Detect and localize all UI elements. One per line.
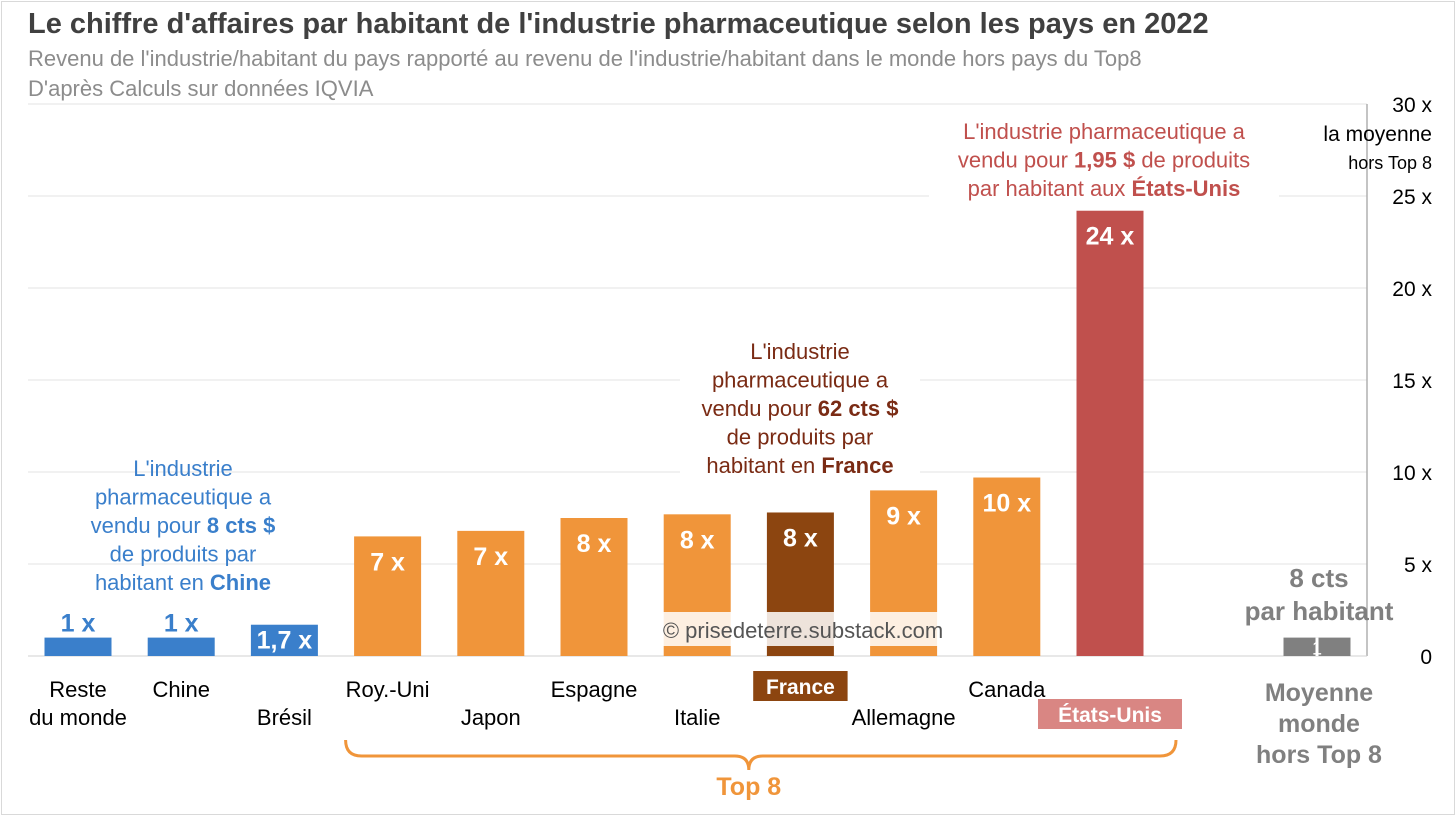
bar-value-label: 8 x (680, 526, 715, 554)
average-label: 8 cts (1289, 563, 1348, 593)
category-label: États-Unis (1058, 704, 1162, 727)
average-label: par habitant (1245, 596, 1394, 626)
category-label-box (1038, 699, 1182, 729)
category-label: Japon (461, 705, 521, 730)
bar (1076, 210, 1144, 656)
category-label: Espagne (551, 677, 638, 702)
annotation-usa: L'industrie pharmaceutique a (963, 119, 1246, 144)
annotation-chine: L'industrie (133, 456, 233, 481)
bar (973, 477, 1041, 656)
category-label: Reste (49, 677, 106, 702)
annotation-chine: vendu pour 8 cts $ (91, 513, 276, 538)
category-label: hors Top 8 (1256, 741, 1382, 769)
bar (560, 518, 628, 656)
group-label: Top 8 (716, 773, 781, 801)
chart-subtitle: Revenu de l'industrie/habitant du pays r… (28, 46, 1142, 71)
y-tick-label: 15 x (1392, 370, 1432, 393)
bar (147, 637, 215, 656)
category-label: Chine (152, 677, 209, 702)
watermark: © prisedeterre.substack.com (663, 618, 943, 643)
bar-value-label: 10 x (982, 490, 1031, 518)
annotation-france: habitant en France (706, 453, 893, 478)
y-tick-label: 25 x (1392, 186, 1432, 209)
category-label: du monde (29, 705, 127, 730)
category-label: Italie (674, 705, 720, 730)
category-label: France (766, 676, 835, 699)
bar-value-label: 1,7 x (257, 627, 313, 655)
bar-value-label: 8 x (783, 524, 818, 552)
annotation-france: de produits par (727, 425, 874, 450)
annotation-france: L'industrie (750, 339, 850, 364)
category-label: Canada (968, 677, 1046, 702)
y-tick-label: 0 (1420, 646, 1432, 669)
category-label-box (753, 671, 848, 701)
bar-value-label: 7 x (473, 543, 508, 571)
bar-value-label: 1 x (164, 610, 199, 638)
chart-title: Le chiffre d'affaires par habitant de l'… (28, 8, 1209, 40)
top8-brace (344, 739, 1178, 771)
bar (354, 536, 422, 656)
bar-value-label: 1 (1312, 639, 1322, 659)
category-label: Allemagne (852, 705, 956, 730)
category-label: Brésil (257, 705, 312, 730)
bar (44, 637, 112, 656)
category-label: Roy.-Uni (346, 677, 430, 702)
annotation-chine: de produits par (110, 542, 257, 567)
y-axis-label: la moyenne (1323, 123, 1432, 146)
bar-value-label: 7 x (370, 548, 405, 576)
y-tick-label: 10 x (1392, 462, 1432, 485)
category-label: Moyenne (1265, 679, 1373, 707)
y-tick-label: 20 x (1392, 278, 1432, 301)
annotation-france-bg (680, 331, 920, 486)
bar-value-label: 24 x (1086, 223, 1135, 251)
bar (250, 624, 318, 656)
bar-value-label: 9 x (886, 502, 921, 530)
y-tick-label: 30 x (1392, 94, 1432, 117)
bar (457, 530, 525, 656)
category-label: monde (1278, 710, 1360, 738)
annotation-usa: par habitant aux États-Unis (968, 176, 1241, 201)
annotation-chine: pharmaceutique a (95, 485, 272, 510)
bar-value-label: 1 x (61, 610, 96, 638)
annotation-chine: habitant en Chine (95, 570, 271, 595)
annotation-france: vendu pour 62 cts $ (702, 396, 899, 421)
annotation-usa: vendu pour 1,95 $ de produits (958, 148, 1250, 173)
annotation-france: pharmaceutique a (712, 368, 889, 393)
annotation-usa-bg (929, 111, 1279, 209)
chart-source: D'après Calculs sur données IQVIA (28, 76, 374, 101)
bar-value-label: 8 x (577, 530, 612, 558)
watermark-bg (648, 612, 960, 646)
y-axis-label: hors Top 8 (1348, 153, 1432, 173)
y-tick-label: 5 x (1404, 554, 1433, 577)
